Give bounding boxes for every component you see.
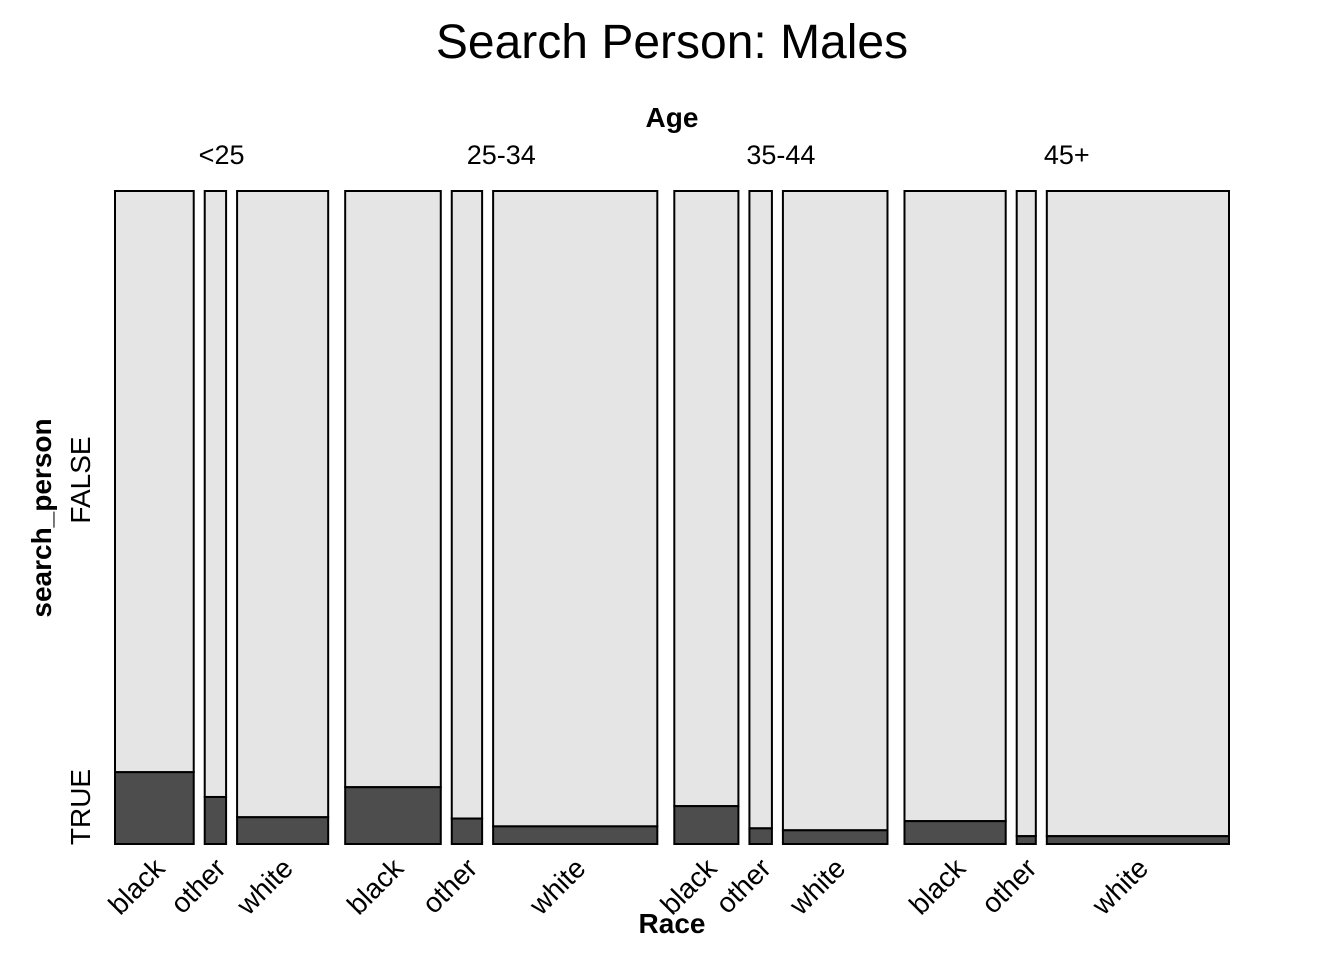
cell-<25-other-false (203, 190, 228, 798)
mosaic-cells (114, 190, 1230, 846)
cell-45+-black-true (903, 820, 1007, 846)
cell-45+-white-true (1045, 835, 1230, 845)
cell-45+-other-false (1015, 190, 1037, 838)
cell-35-44-other-true (748, 827, 773, 846)
cell-45+-black-false (903, 190, 1007, 823)
cell-<25-black-false (114, 190, 195, 774)
y-level-labels: FALSE TRUE (65, 436, 96, 845)
cell-35-44-black-false (673, 190, 740, 808)
cell-35-44-white-true (781, 829, 889, 845)
cell-25-34-white-true (492, 825, 659, 845)
race-tick-label: white (783, 852, 852, 921)
cell-<25-white-false (236, 190, 330, 819)
cell-<25-black-true (114, 771, 195, 845)
age-group-label: 25-34 (467, 140, 536, 170)
cell-35-44-other-false (748, 190, 773, 830)
cell-45+-other-true (1015, 835, 1037, 845)
age-group-label: <25 (199, 140, 245, 170)
search-person-axis-title: search_person (26, 418, 57, 617)
cell-35-44-black-true (673, 805, 740, 846)
cell-25-34-white-false (492, 190, 659, 828)
race-tick-label: black (903, 852, 972, 921)
race-tick-label: black (341, 852, 410, 921)
race-tick-label: white (1085, 852, 1154, 921)
chart-title: Search Person: Males (436, 16, 908, 69)
race-axis-title: Race (639, 908, 706, 939)
race-tick-label: other (710, 852, 777, 919)
cell-<25-white-true (236, 816, 330, 845)
cell-25-34-black-false (344, 190, 442, 789)
race-tick-label: other (416, 852, 483, 919)
age-group-label: 35-44 (746, 140, 815, 170)
age-axis-title: Age (646, 102, 699, 133)
y-level-label-true: TRUE (65, 769, 96, 845)
age-labels: <25 25-34 35-44 45+ (199, 140, 1090, 170)
cell-45+-white-false (1045, 190, 1230, 838)
race-tick-label: white (523, 852, 592, 921)
race-tick-label: black (102, 852, 171, 921)
race-tick-label: white (230, 852, 299, 921)
cell-25-34-other-false (450, 190, 484, 820)
cell-25-34-other-true (450, 817, 484, 846)
race-tick-label: other (975, 852, 1042, 919)
cell-<25-other-true (203, 795, 228, 845)
y-level-label-false: FALSE (65, 436, 96, 523)
cell-25-34-black-true (344, 786, 442, 846)
cell-35-44-white-false (781, 190, 889, 832)
race-tick-label: other (165, 852, 232, 919)
age-group-label: 45+ (1044, 140, 1090, 170)
